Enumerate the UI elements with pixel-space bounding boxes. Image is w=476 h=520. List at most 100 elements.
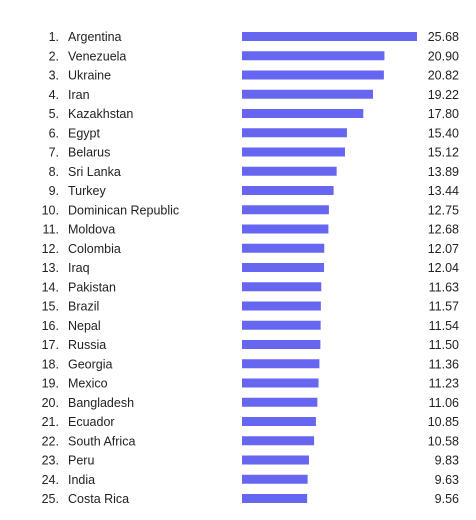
category-label: India bbox=[68, 473, 95, 487]
rank-label: 13. bbox=[42, 261, 59, 275]
value-label: 15.40 bbox=[428, 126, 459, 140]
bar-row: 20. Bangladesh 11.06 bbox=[42, 396, 459, 410]
category-label: Dominican Republic bbox=[68, 203, 179, 217]
bar bbox=[242, 417, 316, 426]
value-label: 19.22 bbox=[428, 88, 459, 102]
value-label: 12.04 bbox=[428, 261, 459, 275]
rank-label: 16. bbox=[42, 319, 59, 333]
category-label: Georgia bbox=[68, 357, 113, 371]
value-label: 12.75 bbox=[428, 203, 459, 217]
rank-label: 17. bbox=[42, 338, 59, 352]
category-label: Mexico bbox=[68, 377, 108, 391]
bar bbox=[242, 397, 318, 407]
value-label: 13.89 bbox=[428, 165, 459, 179]
bar-row: 1. Argentina 25.68 bbox=[49, 30, 459, 44]
category-label: Turkey bbox=[68, 184, 106, 198]
category-label: South Africa bbox=[68, 434, 135, 448]
bar bbox=[242, 166, 337, 176]
value-label: 11.23 bbox=[429, 377, 459, 391]
rank-label: 3. bbox=[49, 69, 59, 83]
bar bbox=[242, 109, 364, 118]
category-label: Iran bbox=[68, 88, 90, 102]
bar bbox=[242, 186, 334, 195]
bar-row: 18. Georgia 11.36 bbox=[42, 357, 459, 371]
bar bbox=[242, 263, 325, 272]
rank-label: 2. bbox=[49, 49, 59, 63]
rank-label: 10. bbox=[42, 203, 59, 217]
bar-row: 11. Moldova 12.68 bbox=[43, 223, 460, 237]
category-label: Peru bbox=[68, 454, 94, 468]
rank-label: 12. bbox=[42, 242, 59, 256]
rank-label: 23. bbox=[42, 454, 59, 468]
rank-label: 20. bbox=[42, 396, 59, 410]
category-label: Kazakhstan bbox=[68, 107, 133, 121]
value-label: 11.50 bbox=[429, 338, 459, 352]
category-label: Costa Rica bbox=[68, 492, 129, 506]
category-label: Bangladesh bbox=[68, 396, 134, 410]
rank-label: 6. bbox=[49, 126, 59, 140]
category-label: Argentina bbox=[68, 30, 122, 44]
category-label: Venezuela bbox=[68, 49, 126, 63]
value-label: 12.68 bbox=[428, 223, 459, 237]
bar-row: 13. Iraq 12.04 bbox=[42, 261, 459, 275]
category-label: Ecuador bbox=[68, 415, 115, 429]
value-label: 11.54 bbox=[429, 319, 459, 333]
category-label: Nepal bbox=[68, 319, 101, 333]
bar bbox=[242, 494, 308, 503]
bar bbox=[242, 205, 329, 215]
rank-label: 1. bbox=[49, 30, 59, 44]
bar bbox=[242, 128, 347, 138]
value-label: 20.82 bbox=[428, 69, 459, 83]
rank-label: 21. bbox=[42, 415, 59, 429]
bar bbox=[242, 378, 319, 388]
value-label: 20.90 bbox=[428, 49, 459, 63]
bar-row: 7. Belarus 15.12 bbox=[49, 146, 459, 160]
rank-label: 19. bbox=[42, 377, 59, 391]
category-label: Brazil bbox=[68, 300, 99, 314]
rank-label: 18. bbox=[42, 357, 59, 371]
bar bbox=[242, 89, 373, 99]
bar bbox=[242, 359, 320, 369]
rank-label: 24. bbox=[42, 473, 59, 487]
value-label: 25.68 bbox=[428, 30, 459, 44]
bar-row: 4. Iran 19.22 bbox=[49, 88, 459, 102]
bar bbox=[242, 455, 309, 465]
value-label: 10.85 bbox=[428, 415, 459, 429]
value-label: 9.63 bbox=[435, 473, 459, 487]
rank-label: 5. bbox=[49, 107, 59, 121]
bar-row: 25. Costa Rica 9.56 bbox=[42, 492, 459, 506]
rank-label: 4. bbox=[49, 88, 59, 102]
bar bbox=[242, 340, 321, 349]
bar bbox=[242, 147, 346, 157]
value-label: 11.06 bbox=[429, 396, 459, 410]
rank-label: 9. bbox=[49, 184, 59, 198]
bar-row: 9. Turkey 13.44 bbox=[49, 184, 459, 198]
value-label: 12.07 bbox=[428, 242, 459, 256]
bar-row: 24. India 9.63 bbox=[42, 473, 459, 487]
category-label: Belarus bbox=[68, 146, 110, 160]
bar-row: 3. Ukraine 20.82 bbox=[49, 69, 459, 83]
bar bbox=[242, 301, 321, 311]
bar bbox=[242, 32, 417, 41]
category-label: Moldova bbox=[68, 223, 115, 237]
rank-label: 25. bbox=[42, 492, 59, 506]
bar bbox=[242, 436, 315, 446]
value-label: 11.36 bbox=[429, 357, 459, 371]
bar-row: 21. Ecuador 10.85 bbox=[42, 415, 459, 429]
bar-row: 10. Dominican Republic 12.75 bbox=[42, 203, 459, 217]
value-label: 9.56 bbox=[435, 492, 459, 506]
value-label: 15.12 bbox=[428, 146, 459, 160]
value-label: 13.44 bbox=[428, 184, 459, 198]
category-label: Russia bbox=[68, 338, 106, 352]
bar bbox=[242, 51, 385, 61]
value-label: 11.63 bbox=[429, 280, 459, 294]
rank-label: 22. bbox=[42, 434, 59, 448]
category-label: Egypt bbox=[68, 126, 100, 140]
bar bbox=[242, 282, 322, 292]
bar bbox=[242, 224, 329, 234]
bar-row: 17. Russia 11.50 bbox=[42, 338, 459, 352]
bar-row: 16. Nepal 11.54 bbox=[42, 319, 459, 333]
rank-label: 15. bbox=[42, 300, 59, 314]
bar-row: 23. Peru 9.83 bbox=[42, 454, 459, 468]
